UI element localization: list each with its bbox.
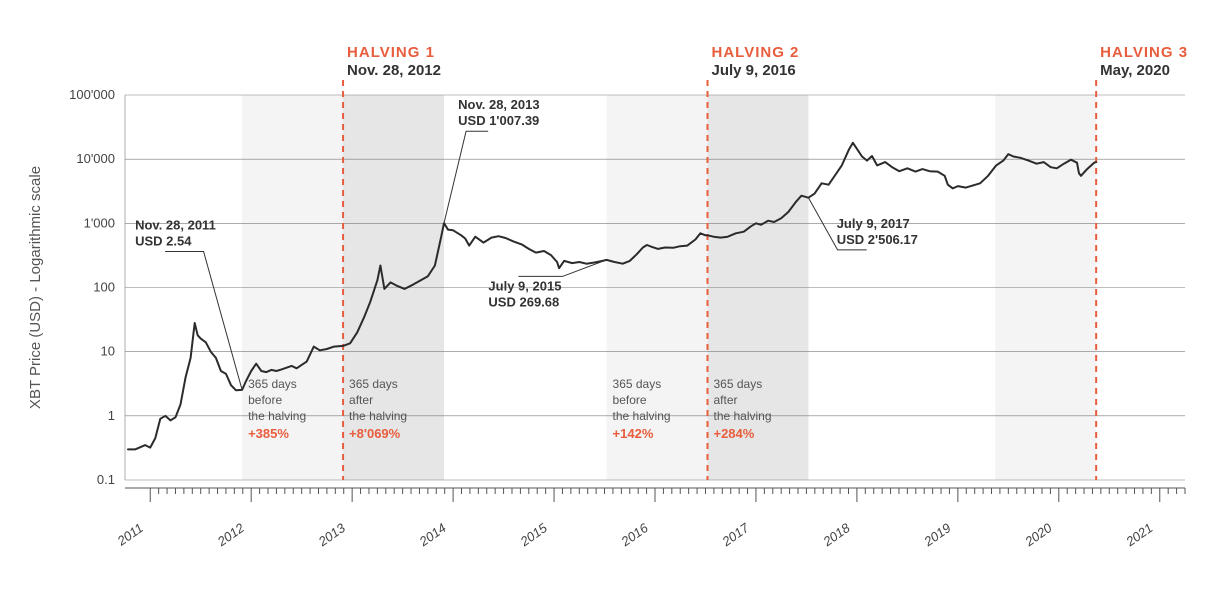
y-tick-label: 10'000 bbox=[76, 151, 115, 166]
x-tick-label: 2018 bbox=[820, 520, 854, 550]
band-caption: the halving bbox=[713, 409, 771, 423]
y-tick-label: 100'000 bbox=[69, 87, 115, 102]
band-caption: 365 days bbox=[248, 377, 297, 391]
x-tick-label: 2014 bbox=[416, 520, 449, 549]
band-caption: 365 days bbox=[349, 377, 398, 391]
halving-date: Nov. 28, 2012 bbox=[347, 62, 441, 79]
callout-leader bbox=[165, 252, 242, 390]
chart-svg: 0.1 1 10 100 1'000 10'000 100'000 2011 2012 2013 2… bbox=[0, 0, 1212, 606]
callout-line2: USD 269.68 bbox=[488, 294, 559, 309]
callout-line1: Nov. 28, 2013 bbox=[458, 97, 539, 112]
y-tick-label: 10 bbox=[101, 344, 115, 359]
x-tick-label: 2013 bbox=[315, 520, 349, 550]
x-tick-label: 2017 bbox=[719, 520, 753, 550]
callout-line1: Nov. 28, 2011 bbox=[135, 218, 216, 233]
halving-title: HALVING 2 bbox=[711, 44, 799, 61]
band-pct: +142% bbox=[613, 426, 654, 441]
y-axis-label: XBT Price (USD) - Logarithmic scale bbox=[27, 166, 44, 409]
y-tick-label: 0.1 bbox=[97, 472, 115, 487]
band-pct: +8'069% bbox=[349, 426, 401, 441]
band-caption: before bbox=[613, 393, 647, 407]
y-tick-label: 1'000 bbox=[84, 215, 115, 230]
callout-line2: USD 2.54 bbox=[135, 234, 192, 249]
band-caption: after bbox=[713, 393, 737, 407]
x-tick-label: 2021 bbox=[1122, 520, 1155, 549]
band-pct: +284% bbox=[713, 426, 754, 441]
halving-date: May, 2020 bbox=[1100, 62, 1170, 79]
halving-title: HALVING 3 bbox=[1100, 44, 1188, 61]
x-tick-label: 2011 bbox=[114, 520, 146, 549]
callout-line1: July 9, 2015 bbox=[488, 278, 561, 293]
x-tick-label: 2020 bbox=[1021, 520, 1055, 550]
x-tick-label: 2015 bbox=[517, 520, 551, 550]
callout-leader bbox=[444, 131, 488, 223]
band-caption: after bbox=[349, 393, 373, 407]
callout-line1: July 9, 2017 bbox=[837, 216, 910, 231]
x-tick-label: 2012 bbox=[214, 520, 248, 550]
callout-line2: USD 1'007.39 bbox=[458, 113, 539, 128]
halving-title: HALVING 1 bbox=[347, 44, 435, 61]
band-caption: the halving bbox=[349, 409, 407, 423]
callout-line2: USD 2'506.17 bbox=[837, 232, 918, 247]
band-caption: the halving bbox=[248, 409, 306, 423]
y-tick-label: 100 bbox=[93, 280, 115, 295]
y-tick-label: 1 bbox=[108, 408, 115, 423]
band-caption: before bbox=[248, 393, 282, 407]
x-tick-label: 2019 bbox=[920, 520, 953, 549]
x-tick-label: 2016 bbox=[618, 520, 652, 550]
band-caption: 365 days bbox=[713, 377, 762, 391]
chart-container: 0.1 1 10 100 1'000 10'000 100'000 2011 2012 2013 2… bbox=[0, 0, 1212, 606]
halving-date: July 9, 2016 bbox=[711, 62, 795, 79]
band-caption: the halving bbox=[613, 409, 671, 423]
band-pct: +385% bbox=[248, 426, 289, 441]
band-caption: 365 days bbox=[613, 377, 662, 391]
